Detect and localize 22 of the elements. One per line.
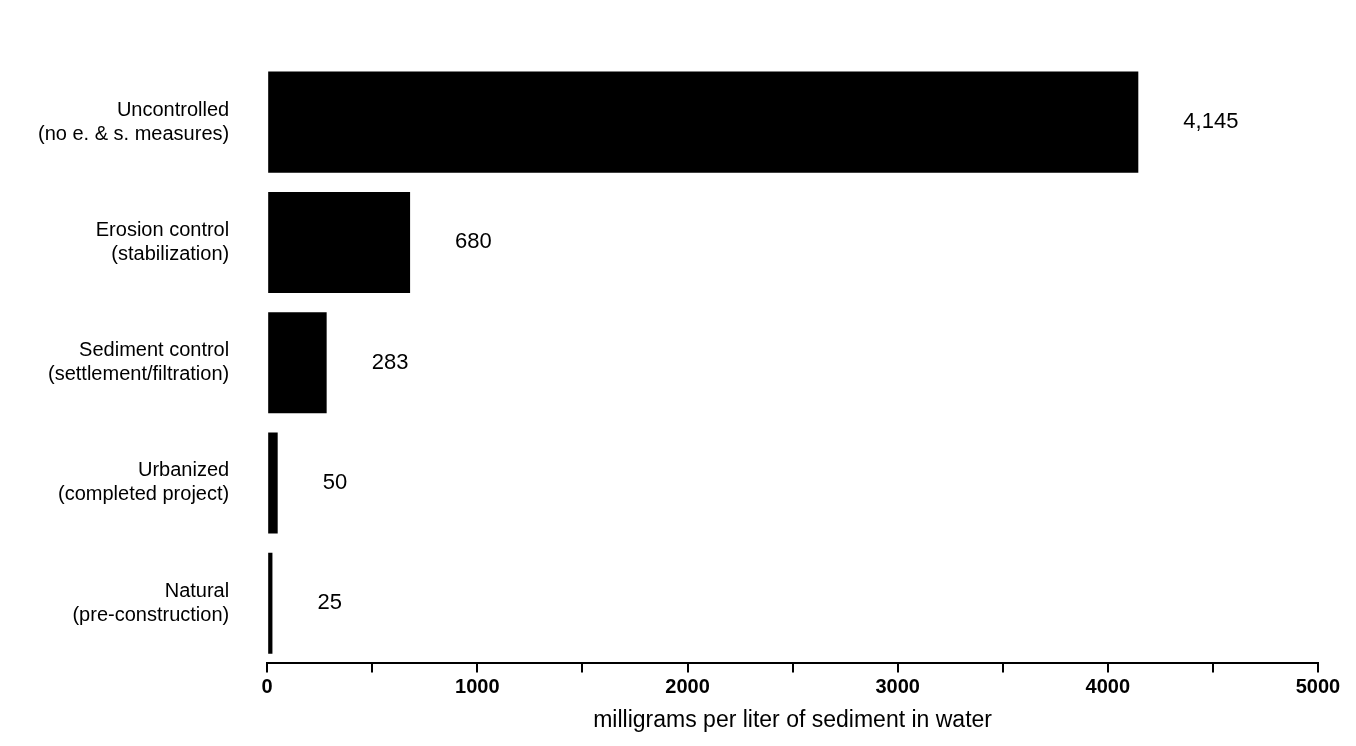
x-axis-title: milligrams per liter of sediment in water bbox=[593, 705, 993, 732]
bar bbox=[268, 191, 411, 293]
y-tick-label: Sediment control (settlement/filtration) bbox=[48, 338, 230, 385]
x-tick-label: 5000 bbox=[1295, 674, 1341, 697]
x-tick-label: 2000 bbox=[665, 674, 710, 697]
data-label: 25 bbox=[317, 589, 342, 615]
data-label: 4,145 bbox=[1183, 108, 1239, 134]
bar bbox=[268, 312, 327, 414]
bar bbox=[268, 71, 1139, 173]
x-tick-label: 3000 bbox=[875, 674, 920, 697]
y-tick-label: Erosion control (stabilization) bbox=[95, 217, 230, 264]
bar bbox=[268, 432, 278, 534]
x-tick-label: 4000 bbox=[1085, 674, 1131, 697]
data-label: 283 bbox=[371, 348, 409, 374]
x-tick-label: 1000 bbox=[455, 674, 500, 697]
y-tick-label: Urbanized (completed project) bbox=[57, 458, 230, 505]
y-tick-label: Natural (pre-construction) bbox=[72, 578, 230, 625]
data-label: 680 bbox=[455, 228, 492, 254]
y-tick-label: Uncontrolled (no e. & s. measures) bbox=[37, 97, 230, 144]
x-tick-label: 0 bbox=[261, 674, 273, 697]
bar bbox=[268, 552, 273, 654]
data-label: 50 bbox=[322, 469, 348, 495]
